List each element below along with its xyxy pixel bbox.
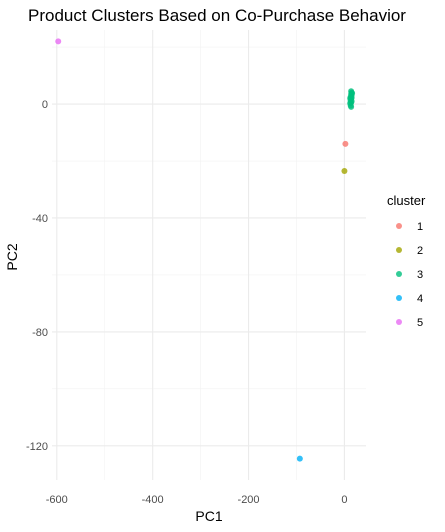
legend-label-1: 1 bbox=[417, 221, 423, 233]
legend-key-1 bbox=[396, 223, 402, 229]
point-cluster-3 bbox=[347, 95, 354, 102]
legend-label-4: 4 bbox=[417, 293, 423, 305]
point-cluster-2 bbox=[341, 167, 348, 174]
x-axis-title: PC1 bbox=[195, 508, 222, 524]
legend-key-5 bbox=[396, 319, 402, 325]
legend-key-2 bbox=[396, 247, 402, 253]
x-tick-label: -600 bbox=[46, 494, 68, 506]
y-tick-label: -40 bbox=[32, 213, 48, 225]
chart-title: Product Clusters Based on Co-Purchase Be… bbox=[28, 6, 406, 25]
grid-major bbox=[52, 30, 366, 480]
point-cluster-4 bbox=[296, 455, 303, 462]
x-tick-label: 0 bbox=[341, 494, 347, 506]
grid-minor bbox=[52, 30, 366, 480]
legend-label-2: 2 bbox=[417, 245, 423, 257]
legend-title: cluster bbox=[387, 193, 426, 208]
legend-key-3 bbox=[396, 271, 402, 277]
y-axis-ticks: 0 -40 -80 -120 bbox=[26, 99, 48, 453]
point-cluster-3 bbox=[349, 90, 356, 97]
point-cluster-1 bbox=[342, 140, 349, 147]
x-axis-ticks: -600 -400 -200 0 bbox=[46, 494, 348, 506]
y-tick-label: -120 bbox=[26, 441, 48, 453]
data-points bbox=[55, 38, 356, 462]
x-tick-label: -200 bbox=[238, 494, 260, 506]
point-cluster-5 bbox=[55, 38, 62, 45]
legend: cluster 1 2 3 4 5 bbox=[387, 193, 426, 329]
legend-items: 1 2 3 4 5 bbox=[396, 221, 423, 329]
legend-label-5: 5 bbox=[417, 317, 423, 329]
x-tick-label: -400 bbox=[142, 494, 164, 506]
legend-label-3: 3 bbox=[417, 269, 423, 281]
plot-area bbox=[52, 30, 366, 480]
y-tick-label: 0 bbox=[42, 99, 48, 111]
point-cluster-3 bbox=[348, 103, 355, 110]
y-axis-title: PC2 bbox=[4, 243, 20, 270]
y-tick-label: -80 bbox=[32, 327, 48, 339]
legend-key-4 bbox=[396, 295, 402, 301]
